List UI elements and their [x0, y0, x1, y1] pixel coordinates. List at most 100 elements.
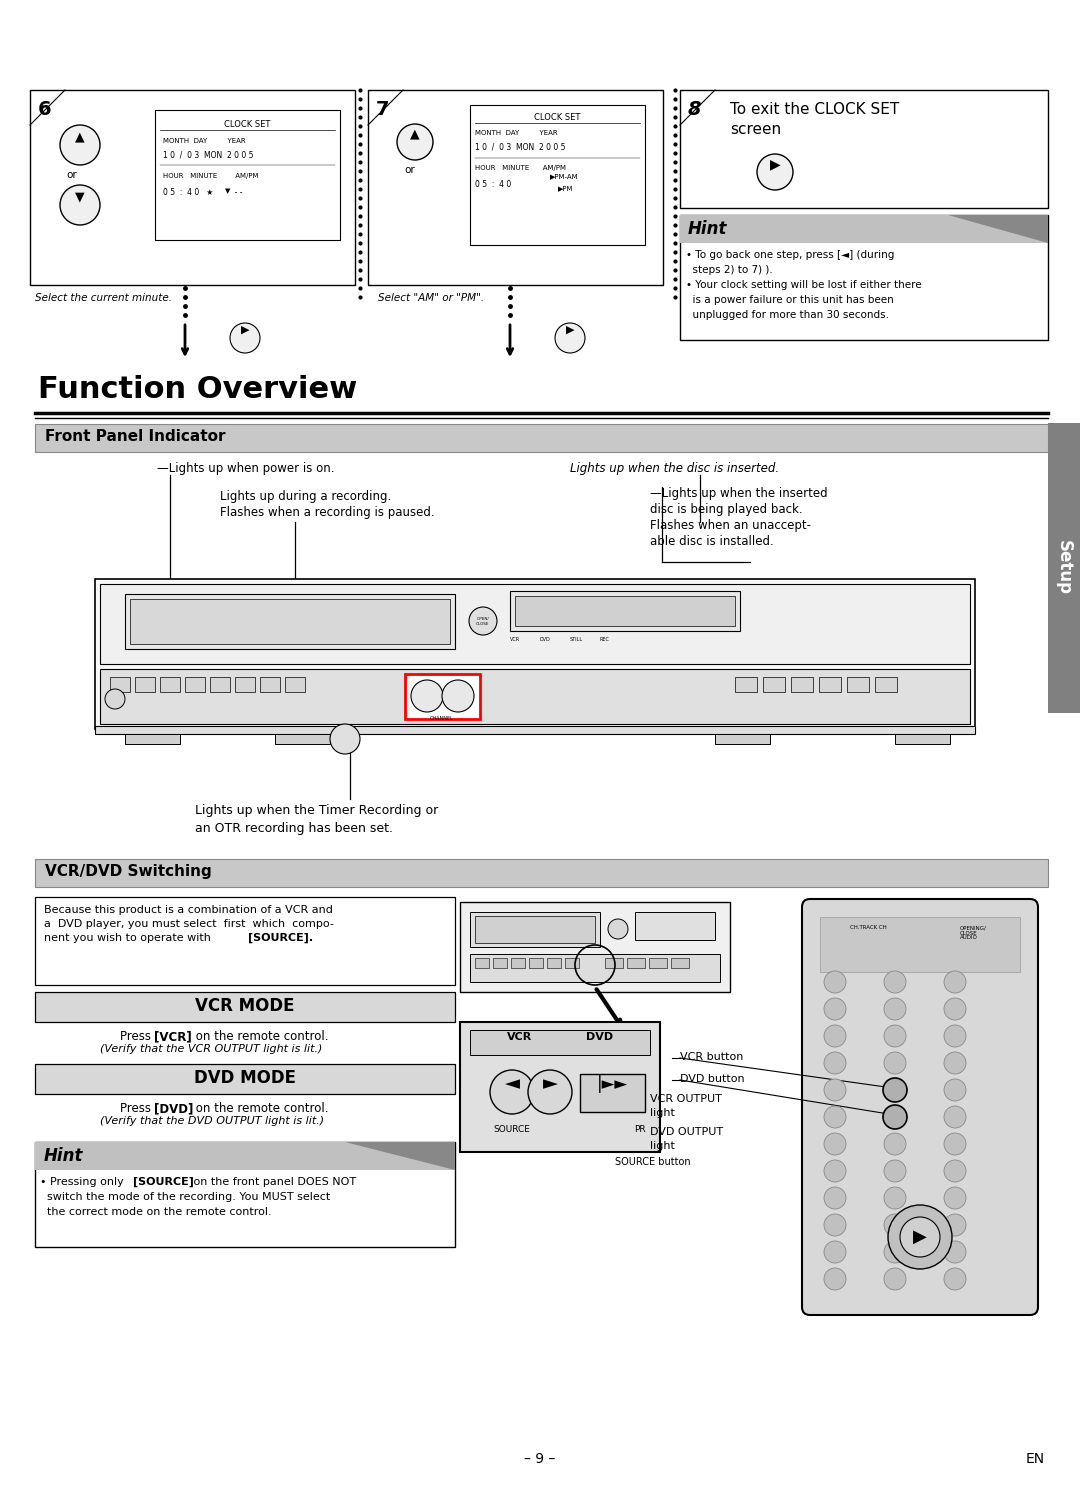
Circle shape — [528, 1071, 572, 1114]
Bar — [475, 916, 595, 943]
Text: CLOCK SET: CLOCK SET — [224, 120, 270, 129]
Bar — [275, 735, 330, 744]
Text: DVD MODE: DVD MODE — [194, 1069, 296, 1087]
Text: REC: REC — [600, 636, 610, 642]
Text: —Lights up when the inserted: —Lights up when the inserted — [650, 488, 827, 500]
Bar — [95, 578, 975, 729]
Bar — [671, 958, 689, 968]
Circle shape — [900, 1216, 940, 1257]
Circle shape — [824, 1106, 846, 1129]
Bar — [285, 677, 305, 691]
Circle shape — [824, 1160, 846, 1182]
Circle shape — [490, 1071, 534, 1114]
Text: PLAY: PLAY — [798, 726, 808, 730]
Text: MONTH  DAY         YEAR: MONTH DAY YEAR — [163, 138, 245, 144]
Text: on the remote control.: on the remote control. — [192, 1102, 328, 1115]
Text: • Your clock setting will be lost if either there: • Your clock setting will be lost if eit… — [686, 280, 921, 290]
Text: VCR: VCR — [510, 636, 521, 642]
Text: screen: screen — [730, 122, 781, 137]
Text: ▶: ▶ — [566, 326, 575, 335]
Text: [SOURCE]: [SOURCE] — [133, 1178, 194, 1187]
Text: Lights up when the disc is inserted.: Lights up when the disc is inserted. — [570, 462, 779, 474]
Circle shape — [944, 1080, 966, 1100]
Circle shape — [944, 1268, 966, 1291]
Text: DVD: DVD — [586, 1032, 613, 1042]
Text: STANDARD REC: STANDARD REC — [180, 726, 212, 730]
Bar — [875, 677, 897, 691]
Text: on the remote control.: on the remote control. — [192, 1030, 328, 1042]
Circle shape — [885, 1160, 906, 1182]
Text: switch the mode of the recording. You MUST select: switch the mode of the recording. You MU… — [40, 1193, 330, 1201]
Bar — [368, 91, 663, 286]
Bar — [546, 958, 561, 968]
Text: the correct mode on the remote control.: the correct mode on the remote control. — [40, 1207, 272, 1216]
Bar — [895, 735, 950, 744]
Text: DVD: DVD — [540, 636, 551, 642]
Circle shape — [944, 1242, 966, 1262]
Text: MONTH  DAY         YEAR: MONTH DAY YEAR — [475, 129, 557, 135]
Text: Select "AM" or "PM".: Select "AM" or "PM". — [378, 293, 484, 303]
Bar — [156, 110, 340, 239]
Text: Front Panel Indicator: Front Panel Indicator — [45, 430, 226, 445]
Bar — [649, 958, 667, 968]
Text: DVD button: DVD button — [680, 1074, 744, 1084]
Text: VCR MODE: VCR MODE — [195, 996, 295, 1016]
Circle shape — [824, 1051, 846, 1074]
Circle shape — [555, 323, 585, 352]
Text: VCR button: VCR button — [680, 1051, 743, 1062]
Text: [VCR]: [VCR] — [154, 1030, 192, 1042]
Bar — [235, 677, 255, 691]
Circle shape — [60, 125, 100, 165]
Circle shape — [824, 998, 846, 1020]
Bar — [820, 917, 1020, 972]
Text: PREV: PREV — [747, 726, 758, 730]
Circle shape — [885, 1133, 906, 1155]
Bar — [470, 1030, 650, 1054]
Bar — [565, 958, 579, 968]
Text: – 9 –: – 9 – — [524, 1451, 556, 1466]
Text: ►: ► — [542, 1075, 557, 1093]
Circle shape — [885, 971, 906, 993]
Text: Lights up when the Timer Recording or: Lights up when the Timer Recording or — [195, 804, 438, 816]
Text: ▲: ▲ — [410, 128, 420, 140]
Bar — [125, 593, 455, 648]
Text: ▶PM-AM: ▶PM-AM — [550, 172, 579, 178]
Circle shape — [885, 1242, 906, 1262]
Text: Hint: Hint — [688, 220, 728, 238]
Text: Flashes when an unaccept-: Flashes when an unaccept- — [650, 519, 811, 532]
Bar — [35, 1065, 455, 1094]
Text: SOURCE: SOURCE — [720, 726, 737, 730]
Text: nent you wish to operate with: nent you wish to operate with — [44, 932, 214, 943]
Text: 7: 7 — [376, 100, 390, 119]
Text: F.FWD: F.FWD — [265, 726, 278, 730]
Circle shape — [230, 323, 260, 352]
Bar — [475, 958, 489, 968]
Bar — [100, 584, 970, 665]
Circle shape — [883, 1105, 907, 1129]
Bar — [35, 1142, 455, 1248]
Circle shape — [885, 1187, 906, 1209]
Circle shape — [442, 680, 474, 712]
Bar — [260, 677, 280, 691]
Text: an OTR recording has been set.: an OTR recording has been set. — [195, 822, 393, 836]
Circle shape — [824, 1242, 846, 1262]
Circle shape — [944, 1213, 966, 1236]
Text: EN: EN — [1025, 1451, 1044, 1466]
Circle shape — [944, 1187, 966, 1209]
Text: ▶: ▶ — [241, 326, 249, 335]
Text: is a power failure or this unit has been: is a power failure or this unit has been — [686, 294, 894, 305]
Text: VCR/DVD Switching: VCR/DVD Switching — [45, 864, 212, 879]
Bar — [470, 955, 720, 981]
Text: Press: Press — [120, 1030, 154, 1042]
Circle shape — [469, 607, 497, 635]
Text: ▲: ▲ — [76, 131, 85, 144]
Circle shape — [888, 1204, 951, 1268]
Text: 6: 6 — [38, 100, 52, 119]
Bar — [110, 677, 130, 691]
Text: 0 5  :  4 0   ★         - -: 0 5 : 4 0 ★ - - — [163, 187, 243, 196]
Circle shape — [944, 1133, 966, 1155]
Bar — [35, 424, 1048, 452]
Text: Press: Press — [120, 1102, 154, 1115]
Text: or: or — [405, 165, 416, 175]
Text: unplugged for more than 30 seconds.: unplugged for more than 30 seconds. — [686, 309, 889, 320]
